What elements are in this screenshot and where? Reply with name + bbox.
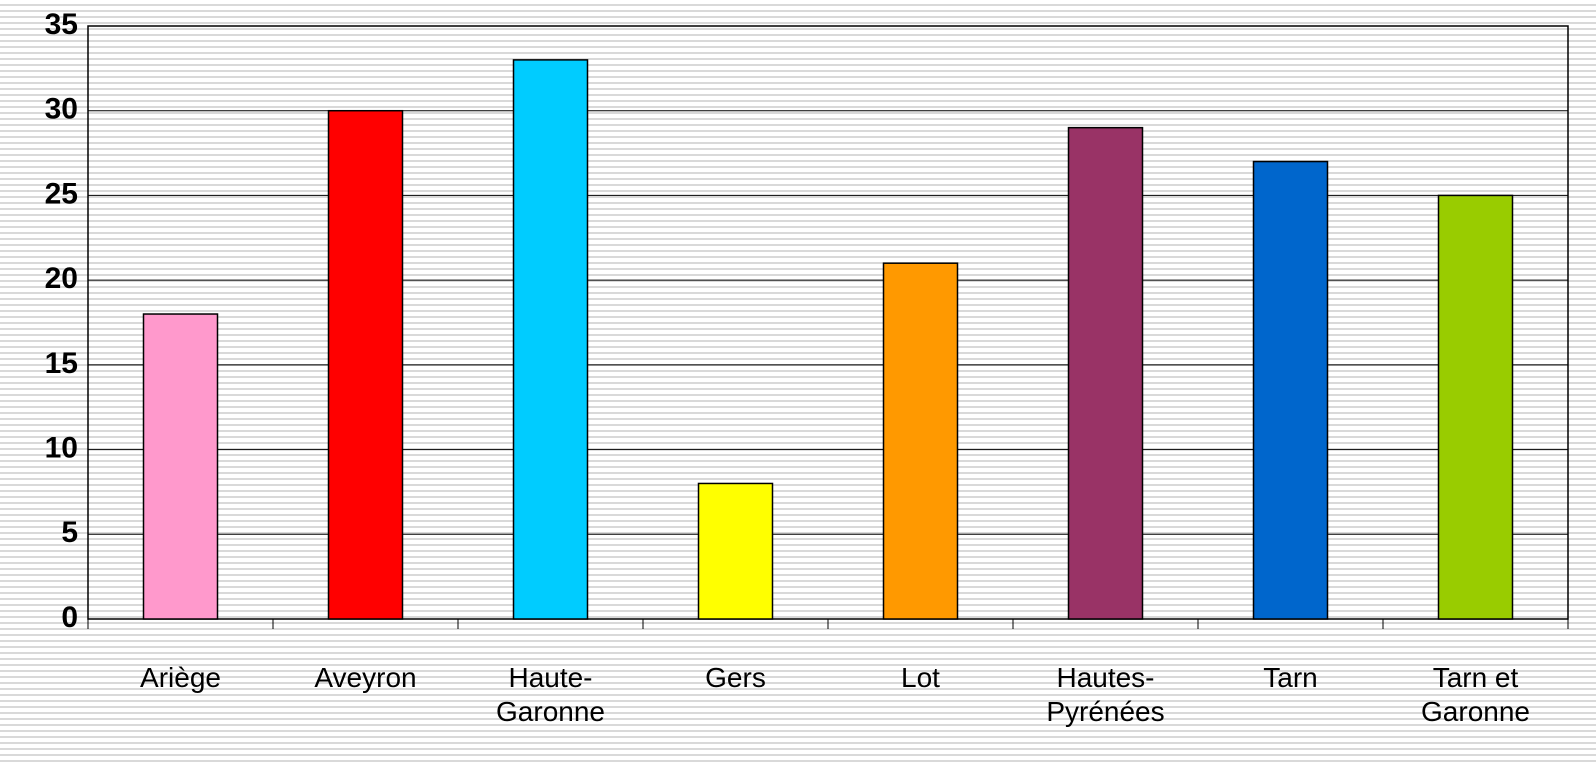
x-tick-label: Hautes- Pyrénées <box>1046 662 1165 727</box>
bar <box>1437 194 1514 620</box>
bar <box>512 59 589 620</box>
y-tick-label: 35 <box>45 8 78 41</box>
bar <box>697 482 774 620</box>
bar <box>882 262 959 620</box>
bar <box>1067 126 1144 620</box>
x-tick-label: Aveyron <box>314 662 417 693</box>
x-tick-label: Gers <box>705 662 766 693</box>
y-tick-label: 30 <box>45 93 78 126</box>
y-tick-label: 20 <box>45 262 78 295</box>
x-tick-label: Ariège <box>140 662 221 693</box>
bar <box>1252 160 1329 620</box>
x-tick-label: Lot <box>901 662 940 693</box>
y-tick-label: 15 <box>45 347 78 380</box>
x-tick-label: Haute- Garonne <box>496 662 605 727</box>
bar <box>327 109 404 620</box>
x-tick-label: Tarn <box>1263 662 1318 693</box>
y-tick-label: 10 <box>45 431 78 464</box>
y-tick-label: 0 <box>61 601 78 634</box>
y-tick-label: 25 <box>45 177 78 210</box>
y-tick-label: 5 <box>61 516 78 549</box>
plot-frame <box>87 25 1569 620</box>
bar <box>142 313 219 620</box>
x-tick-label: Tarn et Garonne <box>1421 662 1530 727</box>
